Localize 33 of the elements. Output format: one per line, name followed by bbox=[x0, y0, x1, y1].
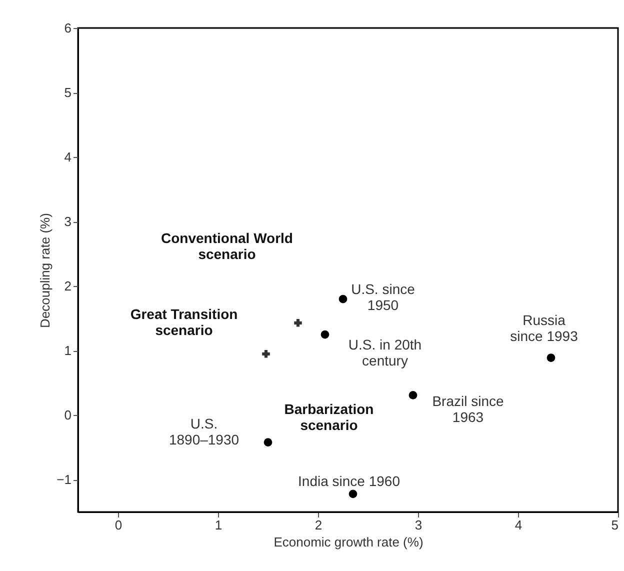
annotation: Brazil since 1963 bbox=[432, 393, 504, 426]
y-tick-label: 6 bbox=[64, 20, 72, 36]
annotation: Barbarization scenario bbox=[284, 401, 374, 433]
y-tick-label: 0 bbox=[64, 408, 72, 423]
x-tick-label: 4 bbox=[514, 518, 522, 532]
y-tick-label: 1 bbox=[64, 343, 72, 358]
point bbox=[320, 330, 330, 339]
annotation: U.S. since 1950 bbox=[351, 281, 416, 314]
y-tick-label: 3 bbox=[64, 214, 72, 230]
annotation: U.S. 1890–1930 bbox=[168, 415, 240, 448]
point bbox=[408, 391, 418, 400]
point bbox=[546, 354, 556, 362]
y-tick-label: −1 bbox=[56, 472, 72, 488]
x-tick-label: 0 bbox=[114, 518, 122, 532]
y-tick-label: 5 bbox=[64, 85, 72, 100]
point bbox=[262, 350, 270, 358]
point bbox=[264, 438, 272, 446]
annotation: Great Transition scenario bbox=[130, 306, 238, 338]
annotation: U.S. in 20th century bbox=[348, 336, 422, 369]
x-tick-label: 1 bbox=[214, 518, 222, 532]
x-tick-label: 2 bbox=[314, 518, 322, 532]
point bbox=[338, 294, 348, 304]
y-tick-label: 4 bbox=[64, 150, 72, 165]
y-axis-title: Decoupling rate (%) bbox=[38, 213, 53, 328]
x-axis-title: Economic growth rate (%) bbox=[274, 534, 424, 550]
annotation: Conventional World scenario bbox=[161, 230, 293, 262]
x-tick-label: 3 bbox=[414, 518, 422, 532]
point bbox=[294, 319, 302, 327]
annotation: India since 1960 bbox=[298, 472, 400, 489]
y-tick-label: 2 bbox=[64, 278, 72, 294]
annotation: Russia since 1993 bbox=[510, 312, 578, 344]
point bbox=[348, 490, 358, 498]
x-tick-label: 5 bbox=[611, 518, 618, 532]
